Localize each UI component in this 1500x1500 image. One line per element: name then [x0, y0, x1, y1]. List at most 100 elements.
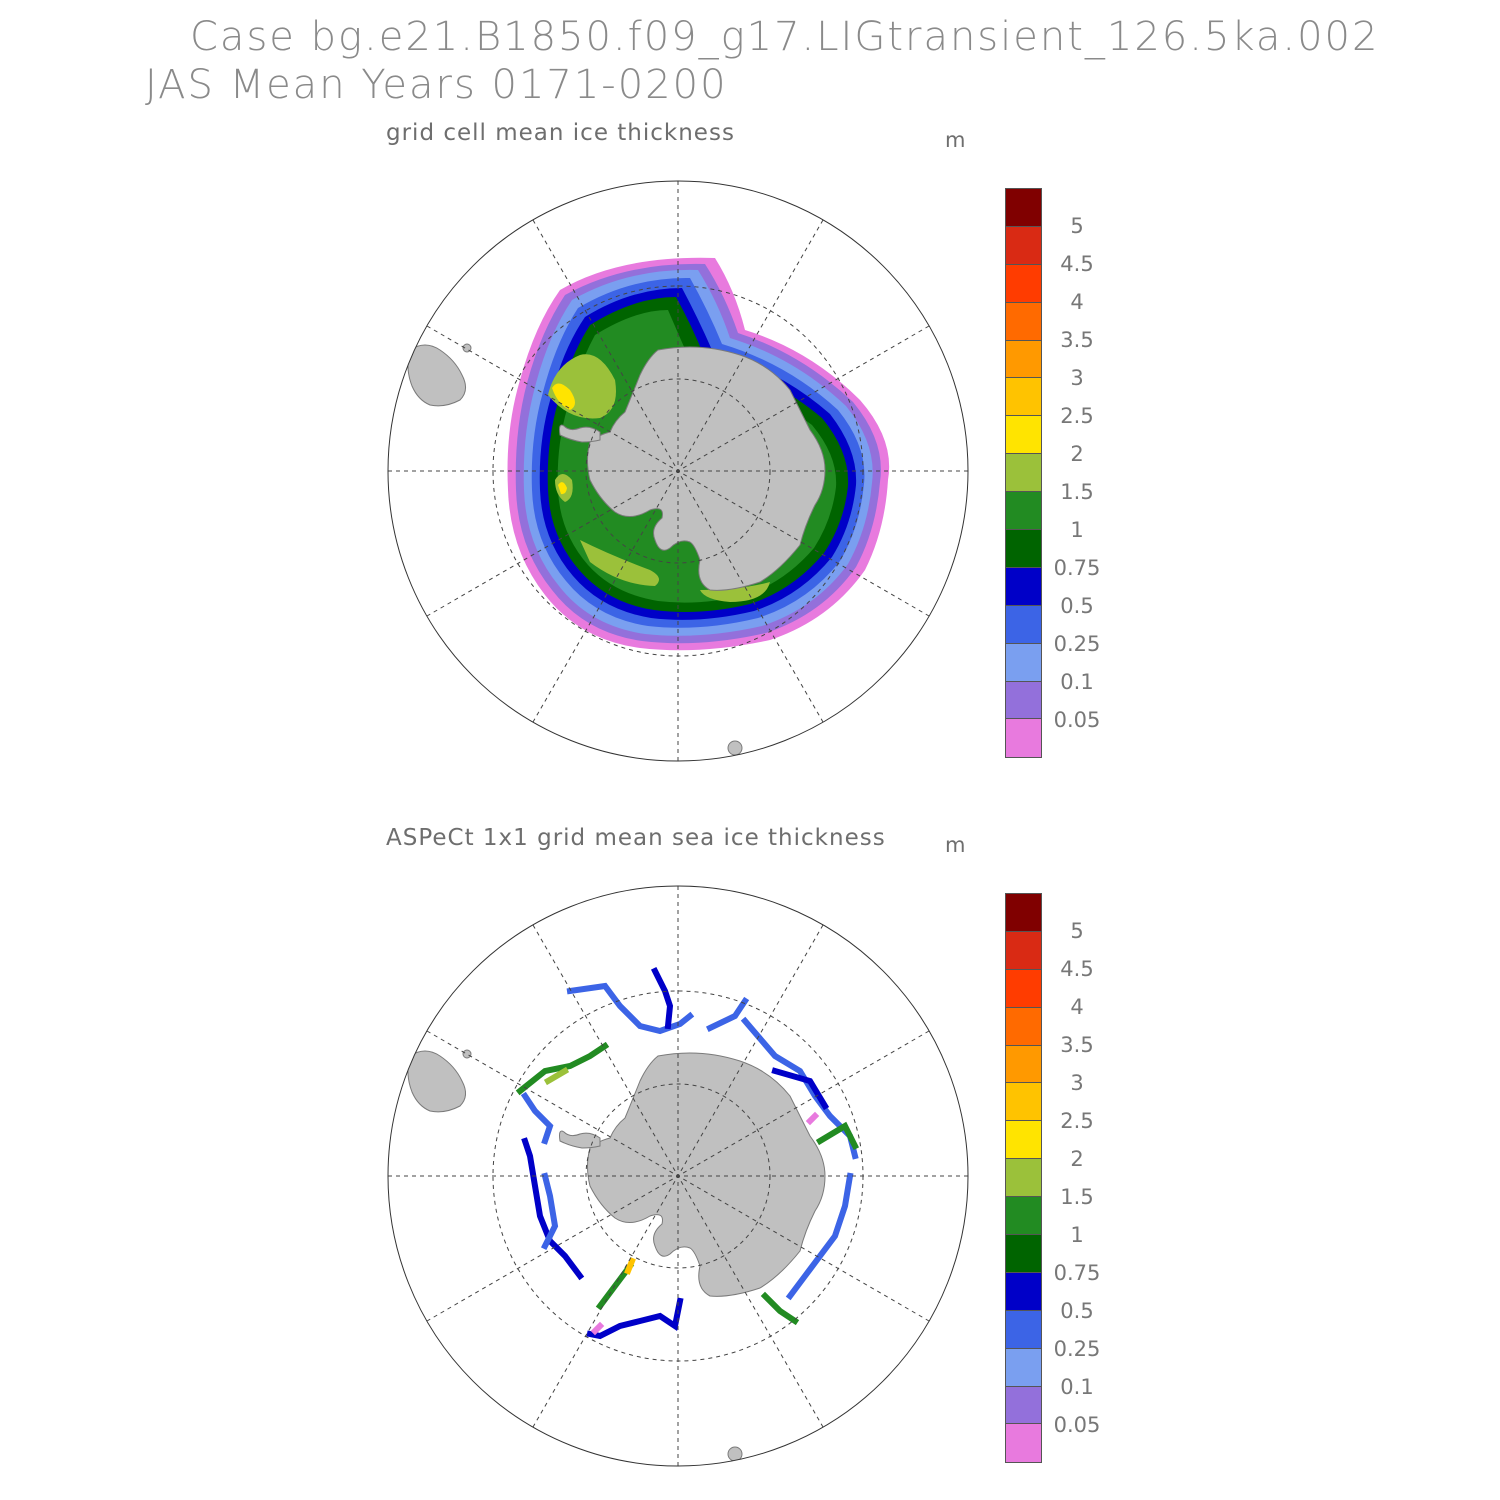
ship-track — [543, 1066, 570, 1086]
colorbar-tick-label: 5 — [1070, 214, 1084, 238]
colorbar-swatch — [1006, 969, 1041, 1008]
ship-tracks-observations — [515, 966, 860, 1340]
colorbar-swatch — [1006, 530, 1041, 568]
ship-track — [624, 1257, 636, 1275]
colorbar-swatch — [1006, 567, 1041, 606]
island-marker — [462, 1049, 472, 1059]
south-america-land — [407, 344, 466, 407]
colorbar-swatch — [1006, 264, 1041, 303]
colorbar-tick-label: 3.5 — [1060, 328, 1094, 352]
colorbar-tick-label: 4 — [1070, 290, 1084, 314]
colorbar-swatch — [1006, 378, 1041, 417]
ship-track — [586, 1297, 684, 1340]
panel2-map — [387, 885, 969, 1467]
colorbar-tick-label: 3 — [1070, 366, 1084, 390]
colorbar-tick-label: 2 — [1070, 442, 1084, 466]
antarctica-land — [587, 1052, 826, 1297]
ice-band-2-east — [700, 582, 770, 602]
colorbar-tick-label: 0.25 — [1053, 1337, 1101, 1361]
colorbar-tick-label: 0.1 — [1060, 1375, 1094, 1399]
south-america-land — [407, 1050, 466, 1113]
ship-track — [760, 1291, 800, 1326]
ship-track — [590, 1321, 605, 1336]
colorbar-tick-label: 1.5 — [1060, 480, 1094, 504]
ship-track — [705, 996, 750, 1033]
ice-band-2-ross — [580, 540, 659, 586]
island-marker — [727, 740, 743, 756]
colorbar-tick-label: 2 — [1070, 1147, 1084, 1171]
colorbar-tick-label: 2.5 — [1060, 1109, 1094, 1133]
colorbar-tick-label: 0.75 — [1053, 556, 1101, 580]
colorbar-swatch — [1006, 1348, 1041, 1387]
graticule — [388, 886, 968, 1466]
colorbar-swatch — [1006, 719, 1041, 758]
colorbar-swatch — [1006, 1197, 1041, 1236]
ice-band-2.5-bellingshausen — [558, 482, 567, 495]
graticule — [388, 181, 968, 761]
colorbar-swatch — [1006, 340, 1041, 379]
colorbar-tick-label: 0.5 — [1060, 594, 1094, 618]
colorbar-tick-label: 5 — [1070, 919, 1084, 943]
map-boundary — [387, 180, 969, 762]
panel1-units: m — [945, 128, 966, 152]
colorbar-tick-label: 2.5 — [1060, 404, 1094, 428]
colorbar-swatch — [1006, 1007, 1041, 1046]
colorbar-tick-label: 0.05 — [1053, 1413, 1101, 1437]
colorbar-tick-label: 0.05 — [1053, 708, 1101, 732]
colorbar-tick-label: 4.5 — [1060, 957, 1094, 981]
panel1-colorbar — [1005, 188, 1042, 759]
period-title: JAS Mean Years 0171-0200 — [145, 62, 728, 108]
colorbar-swatch — [1006, 894, 1041, 932]
colorbar-tick-label: 1 — [1070, 518, 1084, 542]
antarctic-peninsula — [559, 424, 601, 443]
ship-track — [650, 966, 674, 1030]
colorbar-tick-label: 1.5 — [1060, 1185, 1094, 1209]
colorbar-tick-label: 0.25 — [1053, 632, 1101, 656]
colorbar-swatch — [1006, 681, 1041, 720]
colorbar-swatch — [1006, 1159, 1041, 1198]
colorbar-swatch — [1006, 454, 1041, 493]
panel1-map — [387, 180, 969, 762]
ship-track — [771, 1067, 830, 1111]
colorbar-swatch — [1006, 1424, 1041, 1463]
ship-track — [520, 1091, 554, 1145]
colorbar-swatch — [1006, 1045, 1041, 1084]
ship-track — [540, 1172, 559, 1251]
ship-track — [815, 1121, 860, 1151]
antarctic-peninsula — [559, 1130, 601, 1149]
ship-track — [515, 1041, 610, 1096]
colorbar-swatch — [1006, 226, 1041, 265]
colorbar-swatch — [1006, 302, 1041, 341]
colorbar-swatch — [1006, 1386, 1041, 1425]
colorbar-swatch — [1006, 643, 1041, 682]
colorbar-tick-label: 0.75 — [1053, 1261, 1101, 1285]
colorbar-swatch — [1006, 1083, 1041, 1122]
colorbar-tick-label: 3.5 — [1060, 1033, 1094, 1057]
map-boundary — [387, 885, 969, 1467]
panel1-title: grid cell mean ice thickness — [386, 120, 735, 146]
colorbar-swatch — [1006, 1121, 1041, 1160]
colorbar-swatch — [1006, 1310, 1041, 1349]
colorbar-tick-label: 4 — [1070, 995, 1084, 1019]
colorbar-swatch — [1006, 1235, 1041, 1273]
colorbar-swatch — [1006, 492, 1041, 531]
case-title: Case bg.e21.B1850.f09_g17.LIGtransient_1… — [190, 14, 1380, 60]
colorbar-swatch — [1006, 931, 1041, 970]
colorbar-tick-label: 3 — [1070, 1071, 1084, 1095]
colorbar-swatch — [1006, 189, 1041, 227]
colorbar-tick-label: 4.5 — [1060, 252, 1094, 276]
colorbar-tick-label: 1 — [1070, 1223, 1084, 1247]
colorbar-swatch — [1006, 416, 1041, 455]
colorbar-swatch — [1006, 1272, 1041, 1311]
ice-band-2.5-weddell — [552, 383, 575, 410]
ship-track — [785, 1172, 854, 1301]
colorbar-tick-label: 0.5 — [1060, 1299, 1094, 1323]
ship-track — [805, 1111, 820, 1126]
panel2-colorbar — [1005, 893, 1042, 1464]
colorbar-tick-label: 0.1 — [1060, 670, 1094, 694]
panel2-title: ASPeCt 1x1 grid mean sea ice thickness — [386, 825, 886, 851]
colorbar-swatch — [1006, 605, 1041, 644]
panel2-units: m — [945, 833, 966, 857]
ship-track — [566, 982, 695, 1035]
ship-track — [521, 1137, 585, 1281]
